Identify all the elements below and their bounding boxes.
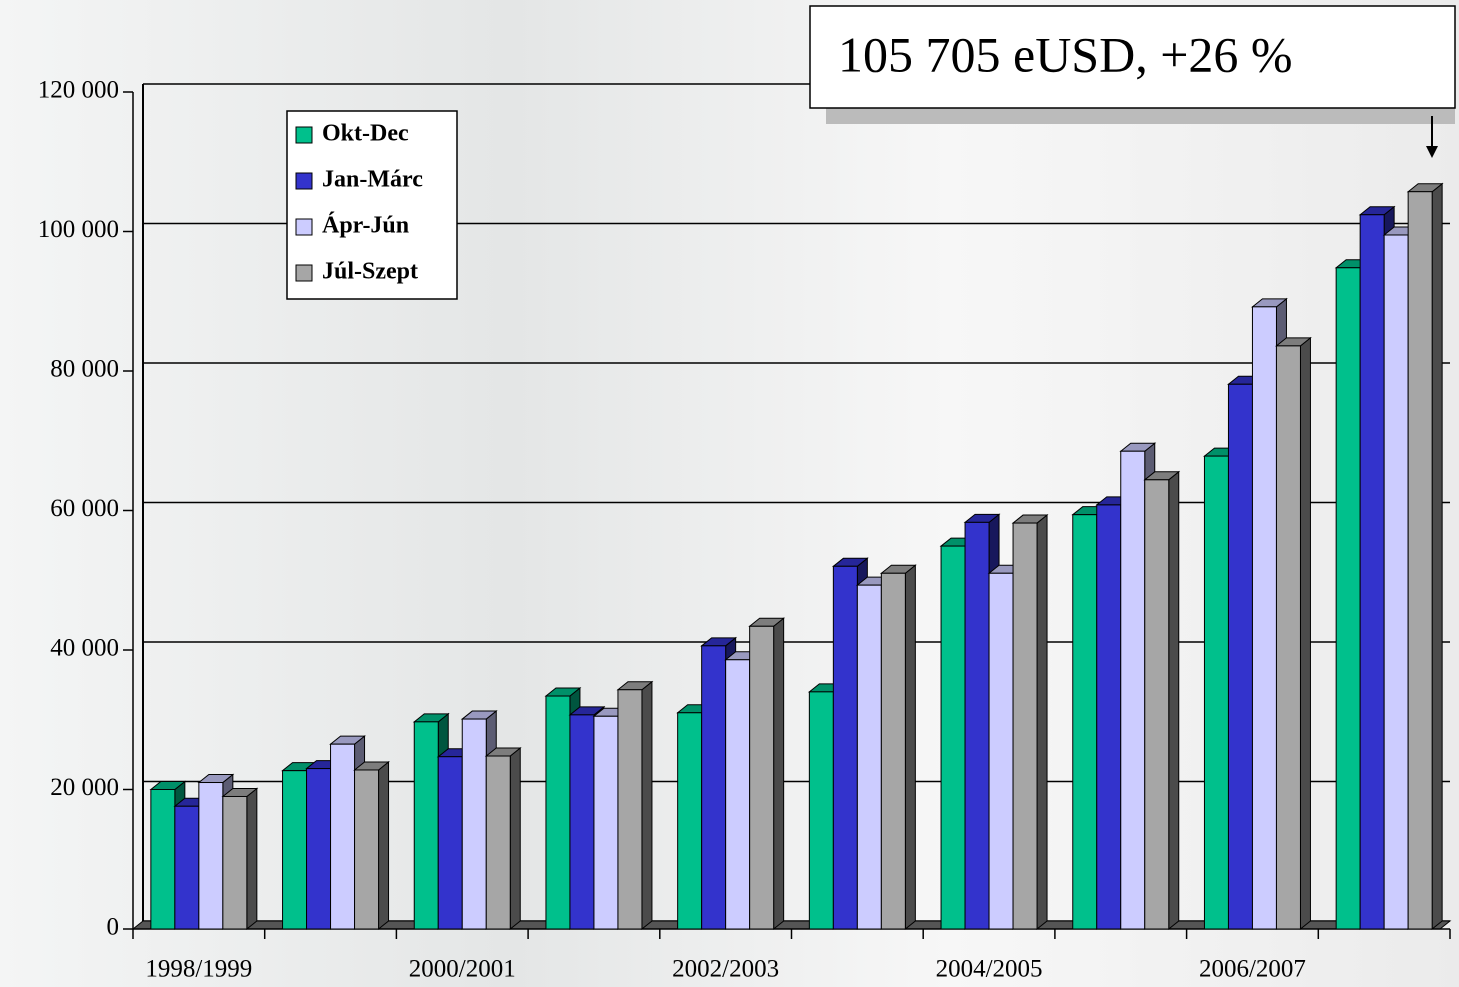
bar-side: [773, 617, 785, 931]
y-tick-label: 80 000: [50, 356, 119, 383]
bar: [616, 680, 654, 931]
legend-label: Júl-Szept: [322, 259, 418, 285]
bar-front: [1144, 479, 1170, 930]
bar: [1275, 336, 1312, 931]
bar-front: [354, 769, 380, 930]
bar-front: [988, 572, 1014, 930]
bar-front: [880, 572, 906, 930]
bar-side: [509, 746, 521, 931]
bar-side: [1299, 336, 1311, 931]
bar-front: [1096, 504, 1122, 930]
legend-swatch: [295, 264, 313, 282]
bar-front: [832, 565, 858, 930]
y-tick-label: 120 000: [38, 77, 119, 104]
legend-label: Jan-Márc: [322, 167, 423, 193]
bar-front: [1383, 234, 1409, 930]
bar-front: [198, 782, 224, 930]
bar-side: [1168, 470, 1180, 931]
annotation-arrowhead: [1426, 146, 1438, 158]
bar-front: [593, 715, 619, 930]
legend-box: [286, 110, 458, 300]
bar: [1406, 182, 1444, 931]
bar-front: [150, 789, 176, 930]
annotation-text: 105 705 eUSD, +26 %: [838, 26, 1293, 82]
y-tick-label: 60 000: [50, 495, 119, 522]
bar-front: [485, 755, 511, 930]
bar-front: [1072, 514, 1098, 930]
bar-front: [749, 625, 775, 930]
legend-swatch: [295, 126, 313, 144]
bar-front: [545, 695, 571, 930]
bar-front: [940, 545, 966, 930]
bar-front: [808, 691, 834, 930]
bar-front: [1359, 214, 1385, 930]
bar-front: [174, 805, 200, 930]
bar-front: [856, 584, 882, 930]
bar-side: [1431, 182, 1443, 931]
y-tick-label: 0: [107, 914, 120, 941]
bar-front: [282, 770, 308, 930]
bar-side: [246, 787, 258, 931]
legend-label: Ápr-Jún: [322, 213, 409, 239]
legend-label: Okt-Dec: [322, 121, 409, 147]
bar-front: [437, 756, 463, 930]
bar-front: [1203, 455, 1229, 930]
annotation-box: [809, 5, 1456, 109]
bar-front: [461, 718, 487, 930]
annotation: 105 705 eUSD, +26 %: [809, 5, 1456, 158]
bar: [748, 617, 786, 931]
legend-swatch: [295, 218, 313, 236]
bar-front: [1407, 191, 1433, 930]
bar: [1143, 470, 1181, 931]
bar-side: [904, 564, 916, 931]
bar-front: [725, 659, 751, 930]
y-tick-label: 20 000: [50, 774, 119, 801]
bar: [484, 746, 522, 931]
legend-swatch: [295, 172, 313, 190]
x-tick-label: 1998/1999: [145, 956, 252, 983]
bar-front: [964, 521, 990, 930]
bar: [879, 564, 917, 931]
bar-front: [1251, 306, 1277, 930]
bar-front: [306, 768, 332, 930]
bar-side: [641, 680, 653, 931]
bar: [221, 787, 259, 931]
bar-front: [330, 743, 356, 930]
y-tick-label: 40 000: [50, 635, 119, 662]
bar-side: [1036, 514, 1048, 931]
plot: 0 20 000 40 000 60 000 80 000 100 000 120 000 1…: [38, 77, 1452, 983]
x-tick-label: 2006/2007: [1199, 956, 1306, 983]
bar-front: [617, 689, 643, 930]
x-tick-label: 2002/2003: [672, 956, 779, 983]
bar-front: [222, 795, 248, 930]
bar-front: [1275, 345, 1301, 930]
legend: Okt-Dec Jan-Márc Ápr-Jún Júl-Szept: [286, 110, 458, 300]
x-tick-label: 2000/2001: [409, 956, 516, 983]
bar-front: [1120, 450, 1146, 930]
y-tick-label: 100 000: [38, 216, 119, 243]
bar-front: [413, 721, 439, 930]
bar: [1011, 514, 1049, 931]
bar-front: [1335, 267, 1361, 930]
bar-front: [569, 714, 595, 930]
bar: [353, 760, 390, 931]
bar-front: [1227, 383, 1253, 930]
bar-front: [1012, 522, 1038, 930]
bar-side: [378, 760, 390, 931]
bar-front: [701, 645, 727, 930]
x-tick-label: 2004/2005: [936, 956, 1043, 983]
bar-front: [677, 712, 703, 930]
